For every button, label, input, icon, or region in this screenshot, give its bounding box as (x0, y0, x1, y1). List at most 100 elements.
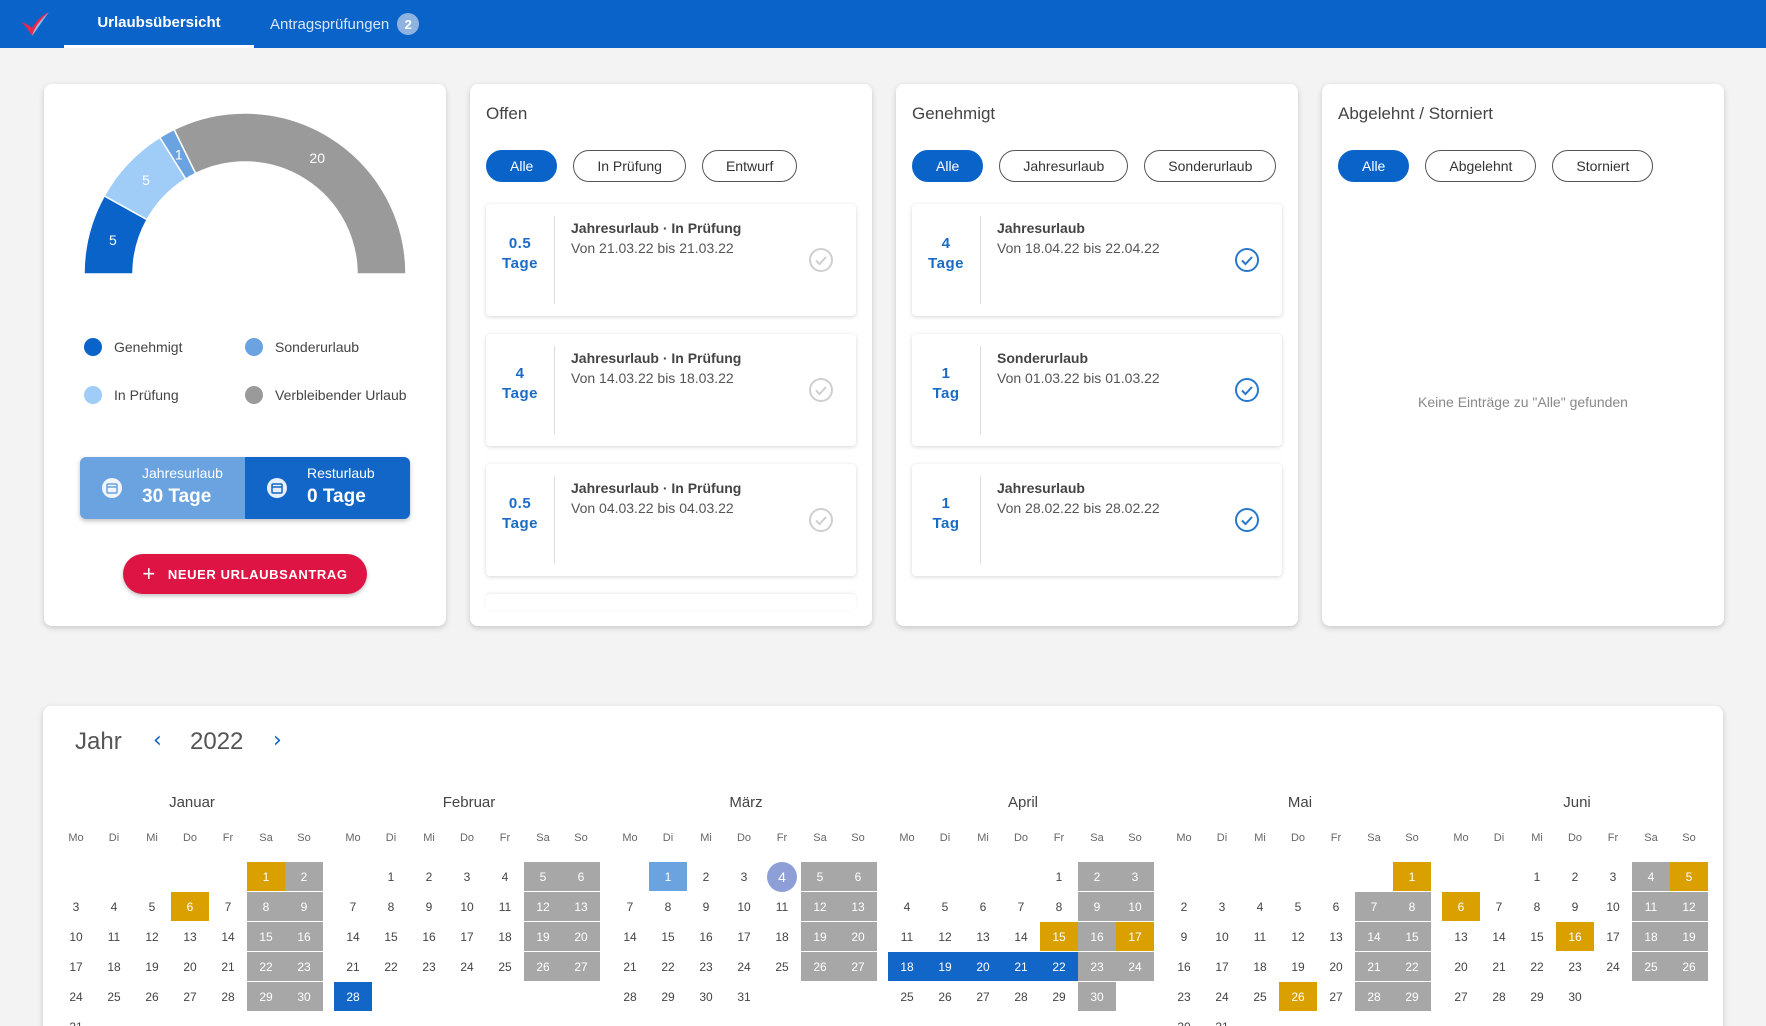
calendar-day[interactable]: 22 (1393, 952, 1431, 981)
calendar-day[interactable]: 10 (460, 899, 474, 914)
calendar-day[interactable]: 27 (1329, 989, 1343, 1004)
calendar-day[interactable]: 4 (110, 899, 118, 914)
calendar-day[interactable]: 4 (763, 861, 801, 892)
calendar-day[interactable]: 10 (737, 899, 751, 914)
tab-antragspruefungen[interactable]: Antragsprüfungen 2 (270, 0, 420, 48)
calendar-day[interactable]: 27 (183, 989, 197, 1004)
calendar-day[interactable]: 24 (737, 959, 751, 974)
calendar-day[interactable]: 3 (463, 869, 471, 884)
calendar-day[interactable]: 6 (171, 892, 209, 921)
calendar-day[interactable]: 20 (1329, 959, 1343, 974)
vacation-entry[interactable]: 0.5 Tage Jahresurlaub · In Prüfung Von 04… (486, 464, 856, 576)
calendar-day[interactable]: 25 (1253, 989, 1267, 1004)
calendar-day[interactable]: 5 (524, 862, 562, 891)
calendar-day[interactable]: 19 (1291, 959, 1305, 974)
calendar-day[interactable]: 22 (661, 959, 675, 974)
calendar-day[interactable]: 19 (801, 922, 839, 951)
calendar-day[interactable]: 24 (1606, 959, 1620, 974)
calendar-day[interactable]: 3 (1218, 899, 1226, 914)
calendar-day[interactable]: 30 (1078, 982, 1116, 1011)
calendar-day[interactable]: 1 (649, 862, 687, 891)
calendar-day[interactable]: 23 (1568, 959, 1582, 974)
calendar-day[interactable]: 6 (1442, 892, 1480, 921)
calendar-day[interactable]: 13 (183, 929, 197, 944)
calendar-day[interactable]: 17 (69, 959, 83, 974)
calendar-day[interactable]: 28 (334, 982, 372, 1011)
calendar-day[interactable]: 23 (699, 959, 713, 974)
calendar-day[interactable]: 5 (801, 862, 839, 891)
calendar-day[interactable]: 16 (1078, 922, 1116, 951)
calendar-day[interactable]: 13 (1329, 929, 1343, 944)
calendar-day[interactable]: 31 (737, 989, 751, 1004)
calendar-day[interactable]: 30 (699, 989, 713, 1004)
calendar-day[interactable]: 31 (57, 1012, 95, 1026)
calendar-day[interactable]: 3 (1609, 869, 1617, 884)
chevron-left-icon[interactable]: ‹ (153, 728, 162, 753)
vacation-entry[interactable]: 0.5 Tage Jahresurlaub · In Prüfung Von 21… (486, 204, 856, 316)
calendar-day[interactable]: 11 (498, 899, 512, 914)
filter-chip-storniert[interactable]: Storniert (1552, 150, 1654, 182)
calendar-day[interactable]: 30 (1568, 989, 1582, 1004)
calendar-day[interactable]: 22 (247, 952, 285, 981)
calendar-day[interactable]: 7 (1017, 899, 1025, 914)
calendar-day[interactable]: 25 (900, 989, 914, 1004)
calendar-day[interactable]: 28 (623, 989, 637, 1004)
calendar-day[interactable]: 25 (775, 959, 789, 974)
calendar-day[interactable]: 16 (699, 929, 713, 944)
new-vacation-request-button[interactable]: + NEUER URLAUBSANTRAG (123, 554, 367, 594)
calendar-day[interactable]: 19 (524, 922, 562, 951)
calendar-day[interactable]: 29 (1530, 989, 1544, 1004)
calendar-day[interactable]: 18 (1253, 959, 1267, 974)
calendar-day[interactable]: 21 (1355, 952, 1393, 981)
filter-chip-alle[interactable]: Alle (486, 150, 558, 182)
calendar-day[interactable]: 15 (384, 929, 398, 944)
calendar-day[interactable]: 20 (964, 952, 1002, 981)
calendar-day[interactable]: 13 (562, 892, 600, 921)
calendar-day[interactable]: 7 (626, 899, 634, 914)
calendar-day[interactable]: 25 (498, 959, 512, 974)
calendar-day[interactable]: 17 (737, 929, 751, 944)
calendar-day[interactable]: 5 (148, 899, 156, 914)
calendar-day[interactable]: 6 (562, 862, 600, 891)
calendar-day[interactable]: 6 (839, 862, 877, 891)
calendar-day[interactable]: 1 (387, 869, 395, 884)
calendar-day[interactable]: 30 (285, 982, 323, 1011)
vacation-entry[interactable]: 1 Tag Sonderurlaub Von 01.03.22 bis 01.03… (912, 334, 1282, 446)
calendar-day[interactable]: 18 (888, 952, 926, 981)
filter-chip-jahresurlaub[interactable]: Jahresurlaub (999, 150, 1129, 182)
calendar-day[interactable]: 8 (247, 892, 285, 921)
calendar-day[interactable]: 5 (1294, 899, 1302, 914)
calendar-day[interactable]: 5 (1670, 862, 1708, 891)
calendar-day[interactable]: 19 (145, 959, 159, 974)
calendar-day[interactable]: 11 (107, 929, 121, 944)
calendar-day[interactable]: 20 (562, 922, 600, 951)
calendar-day[interactable]: 17 (1215, 959, 1229, 974)
calendar-day[interactable]: 2 (1571, 869, 1579, 884)
calendar-day[interactable]: 20 (839, 922, 877, 951)
filter-chip-alle[interactable]: Alle (912, 150, 984, 182)
calendar-day[interactable]: 3 (1116, 862, 1154, 891)
calendar-day[interactable]: 8 (387, 899, 395, 914)
calendar-day[interactable]: 28 (221, 989, 235, 1004)
calendar-day[interactable]: 24 (1116, 952, 1154, 981)
calendar-day[interactable]: 7 (1495, 899, 1503, 914)
calendar-day[interactable]: 23 (1078, 952, 1116, 981)
calendar-day[interactable]: 21 (1002, 952, 1040, 981)
calendar-day[interactable]: 25 (107, 989, 121, 1004)
vacation-entry[interactable]: 4 Tage Jahresurlaub Von 18.04.22 bis 22.0… (912, 204, 1282, 316)
calendar-day[interactable]: 11 (1253, 929, 1267, 944)
calendar-day[interactable]: 28 (1355, 982, 1393, 1011)
calendar-day[interactable]: 16 (285, 922, 323, 951)
calendar-day[interactable]: 7 (349, 899, 357, 914)
filter-chip-in-pruefung[interactable]: In Prüfung (573, 150, 686, 182)
calendar-day[interactable]: 11 (900, 929, 914, 944)
calendar-day[interactable]: 23 (285, 952, 323, 981)
calendar-day[interactable]: 12 (1670, 892, 1708, 921)
filter-chip-alle[interactable]: Alle (1338, 150, 1410, 182)
calendar-day[interactable]: 18 (107, 959, 121, 974)
calendar-day[interactable]: 4 (1632, 862, 1670, 891)
calendar-day[interactable]: 3 (72, 899, 80, 914)
calendar-day[interactable]: 24 (1215, 989, 1229, 1004)
calendar-day[interactable]: 2 (702, 869, 710, 884)
calendar-day[interactable]: 15 (1530, 929, 1544, 944)
